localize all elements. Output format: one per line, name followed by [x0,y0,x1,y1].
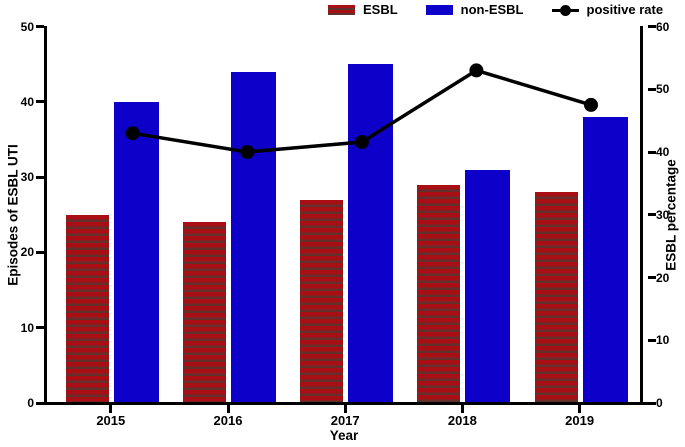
legend-label-non-esbl: non-ESBL [460,2,524,17]
right-axis-tick-label: 30 [656,207,670,222]
esbl-bar [65,214,109,404]
x-axis-title: Year [329,428,359,443]
non-esbl-bar [465,169,511,403]
positive-rate-point [469,63,484,78]
left-axis-tick-label: 20 [20,245,34,260]
left-axis-tick [36,250,44,254]
legend-item-non-esbl: non-ESBL [425,2,524,18]
x-axis-tick [226,405,230,413]
left-axis-tick-label: 40 [20,94,34,109]
x-axis-category-label: 2017 [330,413,360,428]
left-axis-tick [36,401,44,405]
right-axis-tick-label: 40 [656,145,670,159]
right-axis-tick [648,401,656,405]
right-axis-tick [648,276,656,279]
esbl-bar [183,222,226,403]
x-axis-tick [460,405,464,413]
x-axis-category-label: 2015 [96,413,126,428]
right-axis-tick-label: 0 [656,396,663,410]
left-axis-tick [36,175,44,179]
x-axis-tick [109,405,113,413]
legend-item-esbl: ESBL [328,2,398,18]
non-esbl-blue-swatch-icon [425,5,453,15]
legend-label-esbl: ESBL [363,2,398,17]
x-axis-category-label: 2019 [565,413,595,428]
right-axis-tick [648,338,656,342]
right-axis-tick [648,150,656,154]
non-esbl-bar [113,101,159,403]
right-axis-tick-label: 60 [656,19,670,34]
esbl-bar [417,184,461,403]
left-axis-tick-label: 10 [20,320,34,335]
left-axis-tick-label: 50 [20,19,34,34]
left-axis-tick [36,326,44,330]
right-axis-tick [648,25,656,28]
right-y-axis-title: ESBL percentage [663,159,679,271]
legend-item-positive-rate: positive rate [551,2,664,18]
right-axis-tick-label: 10 [656,333,670,348]
right-y-axis-line [640,26,643,405]
esbl-bar [534,192,578,403]
legend: ESBL non-ESBL positive rate [328,2,663,18]
left-axis-tick [36,25,44,28]
marker-dot [559,4,571,16]
positive-rate-dot-line-icon [551,3,579,17]
left-y-axis-title: Episodes of ESBL UTI [5,144,21,286]
left-axis-tick [36,100,44,104]
legend-label-positive-rate: positive rate [586,2,664,17]
left-y-axis-line [44,26,47,405]
right-axis-tick-label: 50 [656,82,670,97]
non-esbl-bar [231,71,276,403]
esbl-bar [300,199,344,403]
non-esbl-bar [582,116,628,403]
x-axis-line [44,402,648,405]
x-axis-tick [578,405,582,413]
left-axis-tick-label: 30 [20,170,34,185]
x-axis-tick [343,405,347,413]
left-axis-tick-label: 0 [27,396,34,410]
right-axis-tick-label: 20 [656,270,670,285]
esbl-red-hatched-swatch-icon [328,5,355,15]
non-esbl-bar [348,64,394,403]
x-axis-category-label: 2018 [447,413,477,428]
x-axis-category-label: 2016 [213,413,243,428]
right-axis-tick [648,87,656,91]
right-axis-tick [648,213,656,217]
positive-rate-point [584,97,598,112]
